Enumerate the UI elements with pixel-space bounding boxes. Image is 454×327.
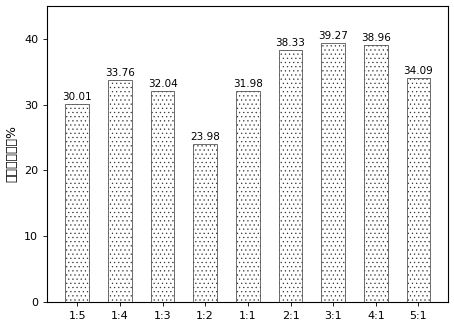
Bar — [65, 104, 89, 302]
Text: 30.01: 30.01 — [62, 93, 92, 102]
Bar — [151, 91, 174, 302]
Text: 32.04: 32.04 — [148, 79, 178, 89]
Text: 39.27: 39.27 — [318, 31, 348, 42]
Text: 38.96: 38.96 — [361, 33, 391, 43]
Text: 38.33: 38.33 — [276, 38, 306, 47]
Y-axis label: 石油烃降解率%: 石油烃降解率% — [5, 126, 19, 182]
Text: 23.98: 23.98 — [190, 132, 220, 142]
Bar — [108, 80, 132, 302]
Text: 34.09: 34.09 — [404, 65, 434, 76]
Bar — [279, 50, 302, 302]
Bar — [407, 77, 430, 302]
Text: 31.98: 31.98 — [233, 79, 263, 90]
Bar — [236, 92, 260, 302]
Bar — [193, 144, 217, 302]
Bar — [364, 45, 388, 302]
Bar — [321, 43, 345, 302]
Text: 33.76: 33.76 — [105, 68, 135, 78]
